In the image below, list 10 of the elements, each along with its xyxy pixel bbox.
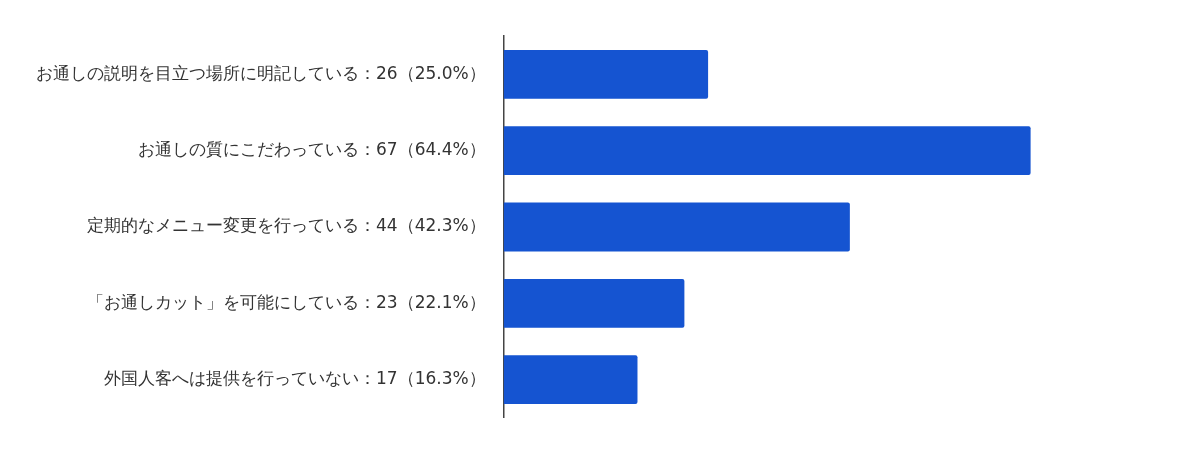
y-tick-label: 定期的なメニュー変更を行っている：44（42.3%） — [87, 215, 486, 236]
y-tick-label: 「お通しカット」を可能にしている：23（22.1%） — [87, 291, 486, 312]
bar — [503, 278, 685, 328]
bar — [503, 49, 709, 99]
y-tick-label: お通しの質にこだわっている：67（64.4%） — [138, 139, 486, 160]
bar — [503, 126, 1031, 176]
bar — [503, 202, 850, 252]
y-tick-label: お通しの説明を目立つ場所に明記している：26（25.0%） — [36, 62, 486, 83]
y-tick-label: 外国人客へは提供を行っていない：17（16.3%） — [104, 368, 486, 389]
bar — [503, 355, 638, 405]
